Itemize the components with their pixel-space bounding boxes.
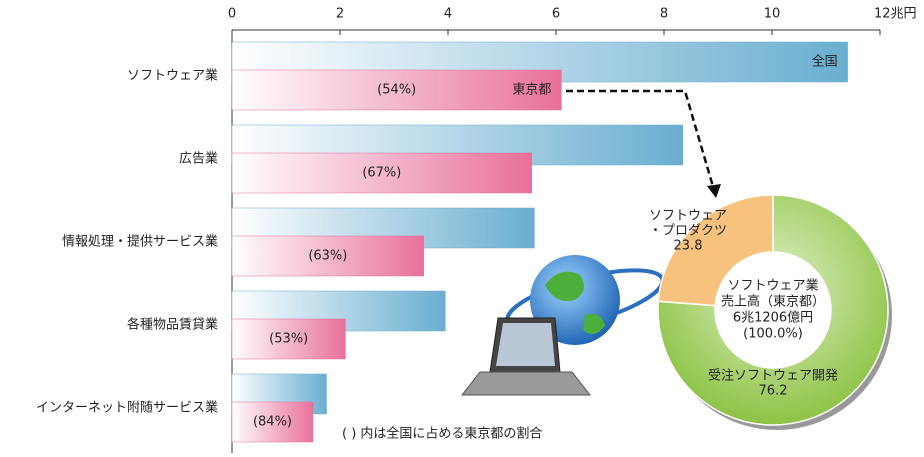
x-tick-label: 8 [660, 7, 668, 22]
segment-value: 23.8 [674, 239, 703, 254]
center-label: 6兆1206億円 [733, 310, 813, 326]
x-tick-label: 12兆円 [874, 7, 917, 22]
laptop-globe-illustration [462, 255, 668, 395]
x-tick-label: 4 [444, 7, 452, 22]
share-label: (67%) [362, 166, 401, 181]
center-label: (100.0%) [743, 327, 803, 342]
segment-label: ・プロダクツ [649, 224, 727, 239]
x-tick-label: 0 [228, 7, 236, 22]
segment-label: ソフトウェア [649, 209, 727, 224]
arrow-head [707, 184, 721, 198]
segment-label: 受注ソフトウェア開発 [708, 369, 838, 384]
category-label: 情報処理・提供サービス業 [62, 234, 218, 250]
category-label: ソフトウェア業 [127, 68, 218, 84]
center-label: 売上高（東京都） [721, 294, 825, 310]
x-tick-label: 2 [336, 7, 344, 22]
note: ( ) 内は全国に占める東京都の割合 [342, 426, 542, 442]
category-label: インターネット附随サービス業 [36, 400, 218, 416]
share-label: (63%) [308, 249, 347, 264]
series-label: 東京都 [512, 82, 551, 98]
share-label: (53%) [269, 332, 308, 347]
series-label: 全国 [812, 54, 838, 70]
x-tick-label: 6 [552, 7, 560, 22]
share-label: (54%) [377, 83, 416, 98]
chart: 0 2 4 6 8 10 12兆円ソフトウェア業 全国東京都 (54%) 広告業 (67%) 情報処理… [0, 0, 924, 453]
category-label: 各種物品賃貸業 [127, 317, 218, 333]
center-label: ソフトウェア業 [727, 278, 818, 294]
x-tick-label: 10 [764, 7, 781, 22]
segment-value: 76.2 [759, 384, 788, 399]
share-label: (84%) [253, 415, 292, 430]
category-label: 広告業 [179, 151, 218, 167]
